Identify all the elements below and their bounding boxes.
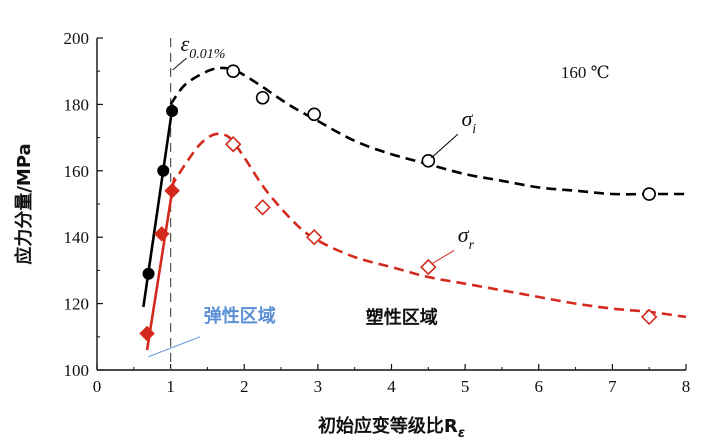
data-point-i — [226, 64, 241, 78]
elastic-region-label: 弹性区域 — [204, 305, 276, 327]
axes: 0 1 2 3 4 5 6 7 8 100 120 140 160 180 200 初始应变等级比Rε 应力分量… — [13, 29, 690, 441]
data-point-r — [225, 136, 242, 153]
x-tick-label: 7 — [608, 377, 617, 396]
data-point-r — [640, 308, 658, 326]
y-tick-label: 200 — [64, 29, 90, 48]
x-tick-label: 4 — [387, 377, 396, 396]
temperature-label: 160 ℃ — [561, 63, 610, 82]
elastic-region-leader — [148, 336, 201, 358]
x-tick-label: 8 — [682, 377, 691, 396]
elastic-limit-label: ε0.01% — [181, 31, 226, 62]
data-point-r — [154, 226, 170, 242]
elastic-fit-line-r — [145, 177, 176, 351]
data-point-i — [157, 164, 170, 177]
series-leader-r — [431, 250, 455, 265]
data-point-i — [142, 267, 155, 280]
data-point-r — [254, 199, 271, 216]
data-point-i — [642, 187, 656, 201]
series-leader-i — [430, 133, 459, 159]
y-tick-label: 140 — [64, 228, 90, 247]
data-point-i — [307, 107, 321, 122]
data-point-r — [305, 228, 323, 246]
series-label-i: σi — [461, 106, 476, 137]
y-tick-label: 160 — [64, 162, 90, 181]
x-tick-label: 3 — [314, 377, 323, 396]
data-point-r — [164, 182, 180, 199]
fit-curve-i — [169, 66, 686, 196]
y-tick-label: 180 — [64, 95, 90, 114]
x-tick-label: 5 — [461, 377, 470, 396]
elastic-limit-leader — [172, 57, 187, 71]
series-label-r: σr — [458, 222, 475, 253]
plastic-region-label: 塑性区域 — [366, 307, 438, 329]
data-point-r — [139, 325, 155, 342]
y-tick-label: 100 — [64, 361, 90, 380]
x-axis-title: 初始应变等级比Rε — [318, 415, 465, 441]
x-tick-label: 1 — [166, 377, 175, 396]
x-tick-label: 0 — [93, 377, 102, 396]
x-tick-label: 6 — [535, 377, 544, 396]
annotations: ε0.01% σi σr 160 ℃ 弹性区域 塑性区域 — [148, 31, 610, 358]
x-tick-label: 2 — [240, 377, 249, 396]
data-point-i — [166, 105, 179, 118]
y-tick-label: 120 — [64, 295, 90, 314]
y-axis-title: 应力分量/MPa — [13, 143, 35, 264]
data-point-r — [420, 258, 437, 276]
data-points — [139, 64, 658, 342]
data-point-i — [255, 90, 270, 105]
fit-curve-r — [169, 132, 687, 319]
